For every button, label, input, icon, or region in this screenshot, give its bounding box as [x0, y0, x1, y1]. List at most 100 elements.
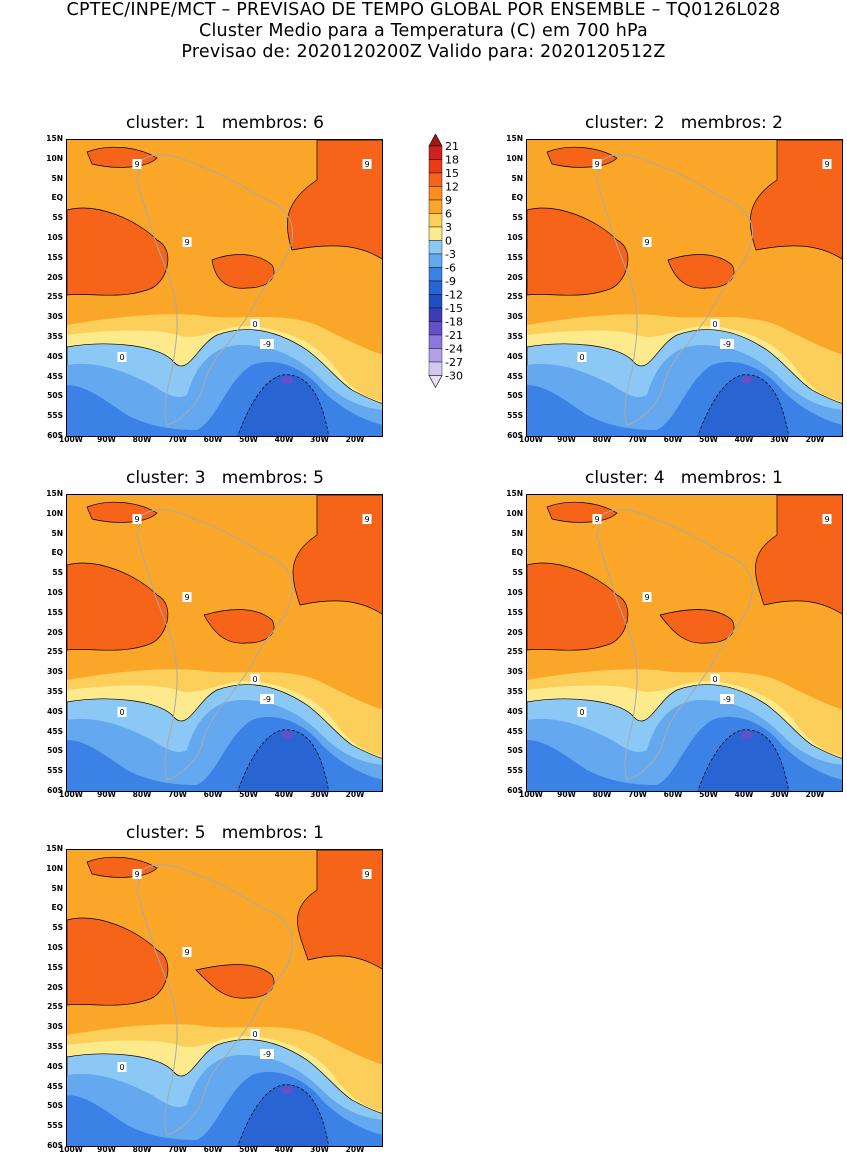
map-panel-2: 9 9 9 0 0 -9 — [526, 139, 843, 437]
longitude-tick-label: 50W — [239, 1145, 258, 1154]
latitude-tick-label: 55S — [47, 411, 63, 421]
contour-label: 9 — [594, 160, 599, 169]
longitude-tick-label: 80W — [132, 1145, 152, 1154]
contour-label-bg — [250, 1029, 260, 1039]
contour-label-bg — [720, 339, 734, 349]
longitude-tick-label: 20W — [345, 1145, 365, 1154]
contour-label: 0 — [119, 1063, 124, 1072]
colorbar-level-label: 12 — [445, 181, 459, 194]
colorbar-swatch — [428, 361, 443, 376]
colorbar-top-arrow — [428, 133, 443, 147]
cold-minimum — [741, 731, 753, 739]
longitude-tick-label: 100W — [519, 790, 543, 799]
members-count: 1 — [772, 468, 783, 488]
latitude-tick-label: 20S — [507, 272, 523, 282]
latitude-tick-label: 5S — [52, 923, 63, 933]
contour-label-bg — [362, 159, 372, 169]
contour-label: 9 — [824, 515, 829, 524]
longitude-tick-label: 40W — [734, 435, 754, 444]
warm-anomaly-region — [286, 140, 382, 260]
cold-minimum — [281, 376, 293, 384]
cluster-number: 1 — [194, 113, 206, 133]
contour-label-bg — [362, 869, 372, 879]
contour-label-bg — [822, 514, 832, 524]
latitude-tick-label: 40S — [47, 1061, 63, 1071]
latitude-tick-label: 15N — [46, 134, 63, 143]
latitude-tick-label: 15N — [506, 489, 523, 498]
contour-label: 9 — [364, 515, 369, 524]
contour-label: 0 — [252, 1030, 257, 1039]
longitude-tick-label: 40W — [734, 790, 754, 799]
latitude-tick-label: 25S — [507, 292, 523, 302]
colorbar-swatch — [428, 199, 443, 214]
coastline — [136, 509, 293, 781]
coastline — [596, 509, 753, 781]
members-count: 2 — [772, 113, 783, 133]
longitude-tick-label: 20W — [805, 435, 825, 444]
cluster-label: cluster: — [126, 113, 190, 133]
colorbar-level-label: 18 — [445, 154, 459, 167]
latitude-tick-label: EQ — [51, 903, 64, 913]
colorbar-level-label: -21 — [445, 329, 463, 342]
contour-label: 9 — [824, 160, 829, 169]
cluster-label: cluster: — [585, 113, 649, 133]
coastline — [136, 154, 293, 426]
colorbar-swatch — [428, 253, 443, 268]
contour-label-bg — [260, 694, 274, 704]
contour-label-bg — [260, 339, 274, 349]
latitude-tick-label: EQ — [51, 548, 64, 558]
longitude-tick-label: 100W — [59, 790, 83, 799]
latitude-tick-label: 10N — [46, 153, 63, 163]
longitude-tick-label: 20W — [805, 790, 825, 799]
latitude-tick-label: 15S — [507, 607, 523, 617]
contour-label-bg — [642, 592, 652, 602]
latitude-tick-label: 10N — [46, 508, 63, 518]
latitude-tick-label: EQ — [51, 193, 64, 203]
contour-label-bg — [132, 869, 142, 879]
latitude-tick-label: 10N — [506, 153, 523, 163]
latitude-tick-label: EQ — [511, 193, 524, 203]
longitude-tick-label: 30W — [770, 435, 789, 444]
latitude-tick-label: 25S — [507, 647, 523, 657]
cluster-number: 5 — [194, 823, 206, 843]
latitude-tick-label: 55S — [47, 1121, 63, 1131]
contour-label: 0 — [119, 353, 124, 362]
colorbar-level-label: 0 — [445, 235, 452, 248]
longitude-tick-label: 80W — [592, 790, 612, 799]
members-label: membros: — [221, 468, 308, 488]
longitude-tick-label: 100W — [59, 435, 83, 444]
members-label: membros: — [221, 113, 308, 133]
latitude-tick-label: 5S — [52, 568, 63, 578]
contour-label-bg — [642, 237, 652, 247]
colorbar-swatch — [428, 294, 443, 309]
longitude-tick-label: 70W — [628, 790, 647, 799]
latitude-tick-label: 15S — [47, 962, 63, 972]
latitude-tick-label: 10S — [47, 233, 63, 242]
colorbar-swatch — [428, 240, 443, 255]
latitude-tick-label: 5S — [512, 213, 523, 223]
cold-minimum — [281, 1086, 293, 1094]
colorbar-swatch — [428, 213, 443, 228]
latitude-tick-label: 30S — [507, 312, 523, 322]
latitude-tick-label: 60S — [507, 431, 523, 440]
contour-label-bg — [117, 1062, 127, 1072]
cold-core — [237, 729, 329, 791]
cold-minimum — [741, 376, 753, 384]
contour-label: 0 — [119, 708, 124, 717]
colorbar-level-label: -30 — [445, 370, 463, 383]
longitude-tick-label: 40W — [274, 1145, 294, 1154]
contour-label: 9 — [184, 593, 189, 602]
latitude-tick-label: 25S — [47, 1002, 63, 1012]
coastline — [596, 154, 753, 426]
contour-label-bg — [250, 674, 260, 684]
members-count: 6 — [313, 113, 324, 133]
contour-label-bg — [132, 514, 142, 524]
panel-title: cluster: 2 membros: 2 — [554, 113, 814, 133]
contour-label-bg — [182, 592, 192, 602]
latitude-tick-label: 55S — [47, 766, 63, 776]
cold-core — [237, 374, 329, 436]
cluster-number: 2 — [653, 113, 665, 133]
colorbar-level-label: 6 — [445, 208, 452, 221]
contour-label-bg — [720, 694, 734, 704]
